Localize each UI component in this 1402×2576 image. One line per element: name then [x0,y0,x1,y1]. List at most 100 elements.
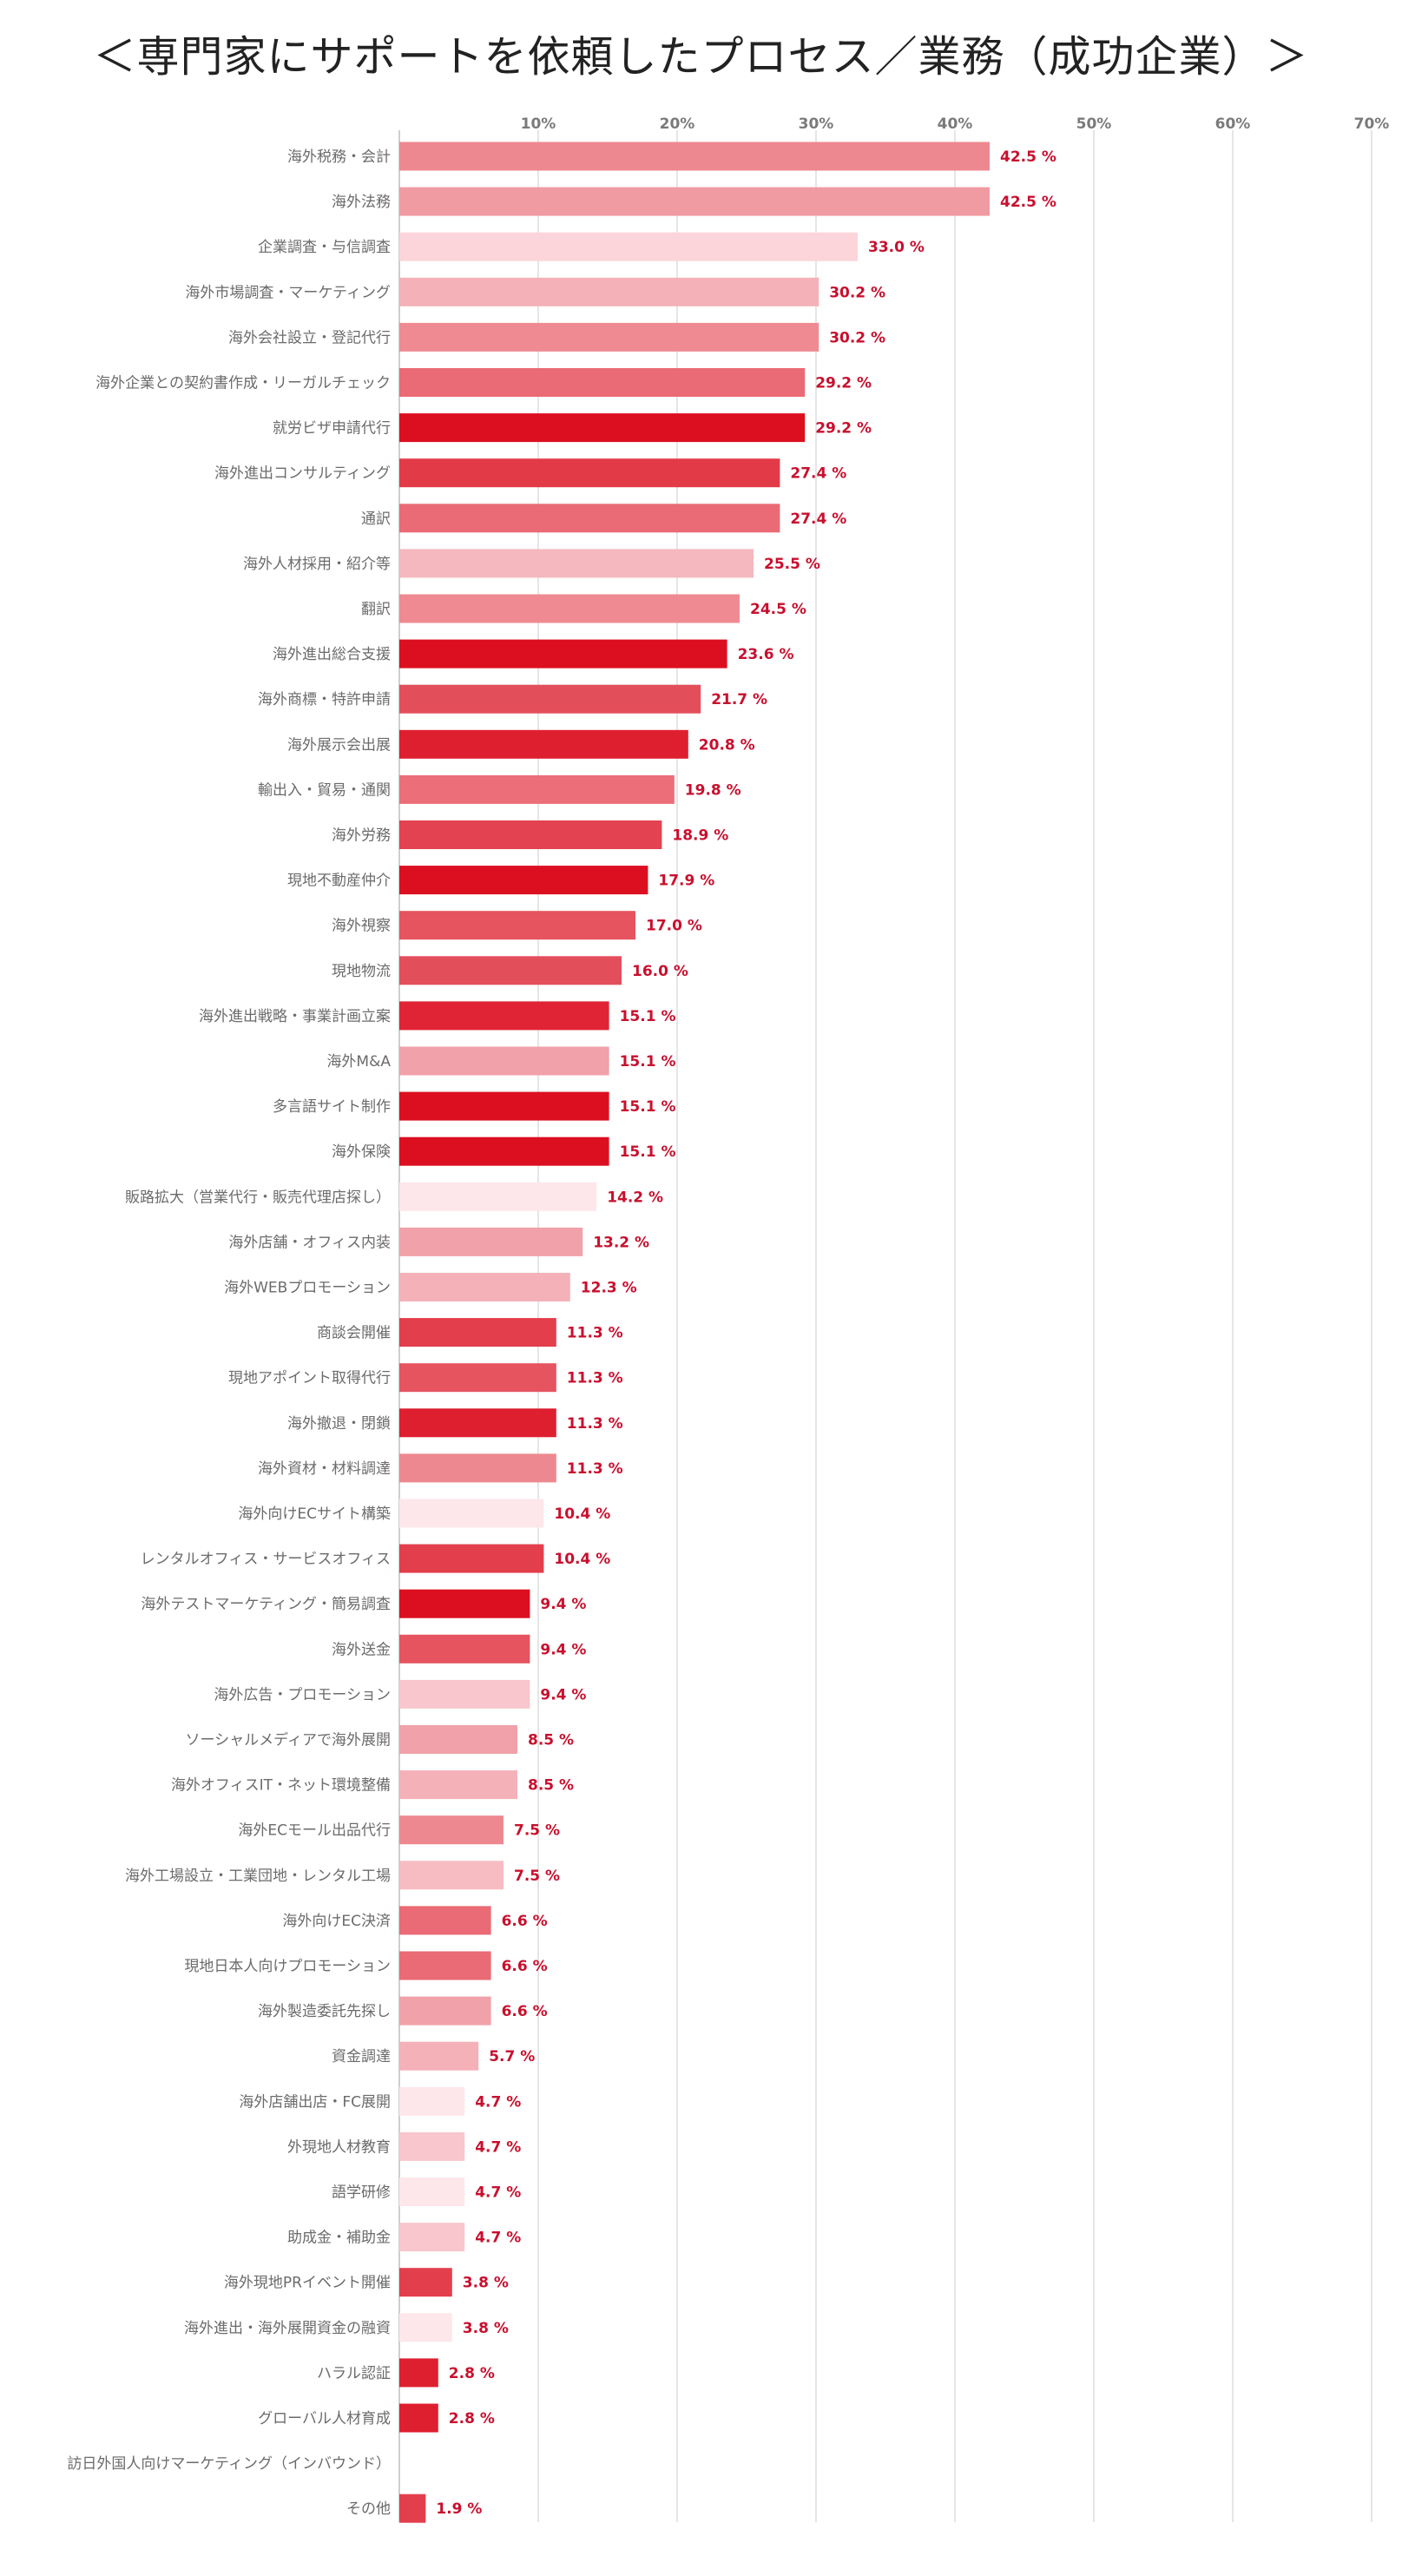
value-label: 42.5 % [1000,194,1056,211]
category-label: 海外市場調査・マーケティング [185,284,391,301]
x-tick-label: 60% [1215,115,1251,133]
value-label: 2.8 % [449,2365,495,2382]
category-label: 海外商標・特許申請 [258,691,391,708]
bar [399,413,806,443]
category-label: 海外送金 [332,1641,391,1658]
category-label: その他 [346,2500,391,2518]
category-label: 資金調達 [332,2048,391,2065]
value-label: 11.3 % [567,1460,623,1478]
bar [399,1861,504,1890]
value-label: 6.6 % [502,1958,548,1975]
bar [399,1273,570,1301]
value-label: 11.3 % [567,1415,623,1433]
category-label: 海外広告・プロモーション [214,1686,391,1703]
bar [399,2313,452,2342]
category-label: 海外向けEC決済 [282,1913,391,1930]
category-label: 商談会開催 [317,1325,391,1342]
bar [399,1634,530,1664]
value-label: 12.3 % [581,1280,637,1297]
x-tick-label: 70% [1354,115,1390,133]
category-label: 現地アポイント取得代行 [228,1370,391,1387]
value-label: 3.8 % [463,2275,509,2292]
category-label: 現地不動産仲介 [287,873,391,890]
bar [399,1408,556,1438]
bar [399,1679,530,1709]
value-label: 15.1 % [620,1098,676,1116]
bar [399,1544,544,1573]
category-label: 現地物流 [332,963,391,980]
value-label: 2.8 % [449,2410,495,2428]
value-label: 30.2 % [829,329,885,346]
category-label: 輸出入・貿易・通関 [258,781,391,799]
bar [399,1499,544,1528]
bar [399,820,662,849]
bar [399,2223,465,2252]
value-label: 6.6 % [502,1913,548,1930]
value-label: 6.6 % [502,2003,548,2020]
bar [399,504,780,533]
bar [399,2268,452,2297]
value-label: 7.5 % [514,1822,560,1840]
category-label: 就労ビザ申請代行 [273,420,391,438]
category-label: ソーシャルメディアで海外展開 [186,1731,391,1749]
value-label: 8.5 % [528,1777,574,1795]
value-label: 9.4 % [540,1641,586,1658]
bar [399,639,727,669]
bar [399,1046,609,1076]
bar [399,2494,426,2523]
bar [399,2403,438,2433]
value-label: 30.2 % [829,284,885,301]
category-label: グローバル人材育成 [258,2410,391,2428]
category-label: 海外工場設立・工業団地・レンタル工場 [125,1868,391,1885]
category-label: 多言語サイト制作 [273,1098,391,1116]
bar [399,1770,517,1800]
bar [399,1453,556,1483]
value-label: 21.7 % [711,691,767,708]
value-label: 17.0 % [646,918,702,935]
value-label: 9.4 % [540,1686,586,1703]
value-label: 18.9 % [672,827,728,845]
value-label: 24.5 % [750,601,806,618]
bar [399,187,990,216]
category-label: 海外M&A [326,1053,391,1071]
value-label: 42.5 % [1000,148,1056,166]
category-label: 海外店舗・オフィス内装 [228,1234,391,1251]
value-label: 19.8 % [685,781,741,799]
value-label: 17.9 % [658,873,714,890]
value-label: 8.5 % [528,1732,574,1749]
bar [399,458,780,488]
category-label: 海外進出総合支援 [273,646,391,663]
category-label: 海外進出コンサルティング [214,465,391,483]
value-label: 1.9 % [436,2500,482,2518]
chart-title: ＜専門家にサポートを依頼したプロセス／業務（成功企業）＞ [93,32,1309,82]
value-label: 9.4 % [540,1596,586,1613]
category-label: 外現地人材教育 [287,2138,391,2156]
category-label: 海外進出・海外展開資金の融資 [184,2320,391,2337]
bar [399,1906,491,1935]
value-label: 11.3 % [567,1325,623,1342]
value-label: 15.1 % [620,1008,676,1025]
category-label: 海外進出戦略・事業計画立案 [199,1008,391,1025]
category-label: 翻訳 [361,601,391,618]
bar [399,1001,609,1031]
category-label: 現地日本人向けプロモーション [184,1958,391,1975]
category-label: 海外展示会出展 [287,736,391,754]
bar [399,866,648,895]
category-label: 海外税務・会計 [287,148,391,166]
value-label: 29.2 % [815,375,872,392]
x-tick-label: 50% [1076,115,1112,133]
bar [399,277,819,306]
bar [399,322,819,352]
category-label: 海外会社設立・登記代行 [228,329,391,346]
category-label: 海外労務 [332,827,391,845]
value-label: 16.0 % [632,963,688,980]
value-label: 25.5 % [764,556,820,573]
value-label: 27.4 % [790,465,846,483]
category-label: 海外現地PRイベント開催 [224,2275,391,2292]
bar [399,2358,438,2388]
category-label: レンタルオフィス・サービスオフィス [141,1551,391,1568]
bar [399,368,806,397]
category-label: 語学研修 [332,2184,391,2202]
value-label: 23.6 % [738,646,794,663]
